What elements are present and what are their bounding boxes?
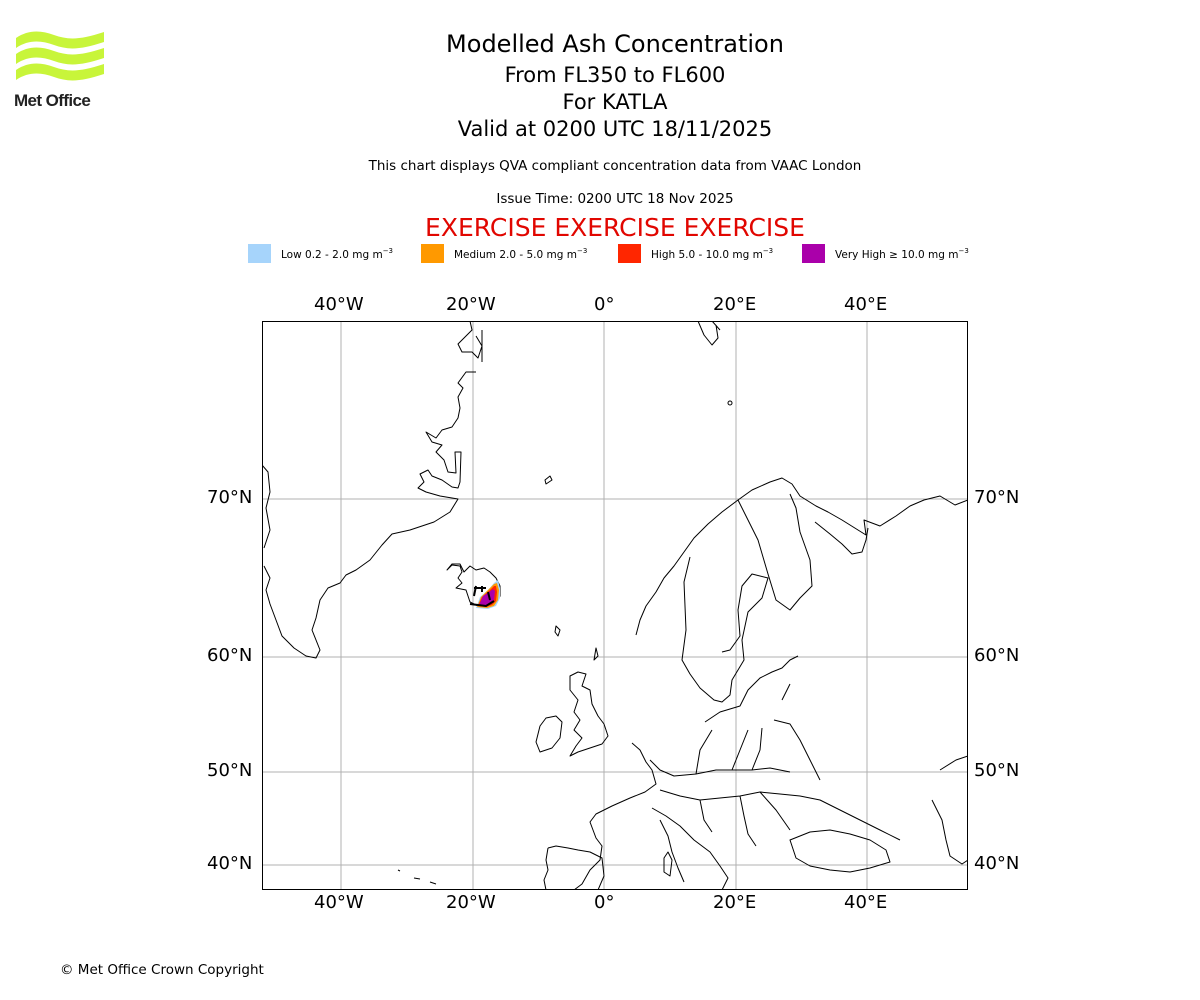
finland [737,493,813,611]
legend-label-low: Low 0.2 - 2.0 mg m−3 [281,246,394,261]
flight-level-range: From FL350 to FL600 [504,63,726,87]
map-frame [262,321,968,890]
lon-label-top-20w: 20°W [446,294,496,315]
lon-label-bottom-40w: 40°W [314,892,364,913]
chart-title: Modelled Ash Concentration [446,30,784,58]
lat-label-left-60n: 60°N [207,645,253,666]
country-borders [649,683,901,847]
lat-label-right-40n: 40°N [974,853,1020,874]
lon-label-top-40e: 40°E [844,294,888,315]
legend-label-very-high: Very High ≥ 10.0 mg m−3 [835,246,969,261]
baltic-coast [704,655,799,723]
coastlines-and-borders [262,321,968,890]
legend-label-high: High 5.0 - 10.0 mg m−3 [651,246,774,261]
greenland-west [262,464,271,549]
iceland-plume-boundary-lines [469,585,495,608]
lat-label-left-50n: 50°N [207,760,253,781]
legend-swatch-low [248,244,271,263]
lon-label-bottom-40e: 40°E [844,892,888,913]
lat-label-right-70n: 70°N [974,487,1020,508]
lon-label-top-40w: 40°W [314,294,364,315]
lat-label-left-40n: 40°N [207,853,253,874]
lon-label-bottom-0: 0° [594,892,615,913]
issue-time: Issue Time: 0200 UTC 18 Nov 2025 [496,191,734,207]
lat-label-left-70n: 70°N [207,487,253,508]
black-sea-coast [789,829,891,873]
met-office-logo: Met Office [14,30,106,110]
data-source-note: This chart displays QVA compliant concen… [368,158,862,174]
europe-west-coast [573,742,657,890]
legend-swatch-very-high [802,244,825,263]
greenland-coast [263,321,483,659]
great-britain-coast [569,671,609,757]
legend-swatch-medium [421,244,444,263]
lon-label-top-20e: 20°E [713,294,757,315]
finland-sweden-outline [681,556,769,703]
norway-sweden-coast [635,477,968,636]
logo-text: Met Office [14,91,91,110]
met-office-wave-icon [16,31,104,81]
legend-item-medium: Medium 2.0 - 5.0 mg m−3 [421,244,587,263]
legend-item-high: High 5.0 - 10.0 mg m−3 [618,244,773,263]
lon-label-bottom-20e: 20°E [713,892,757,913]
legend-item-low: Low 0.2 - 2.0 mg m−3 [248,244,393,263]
copyright-notice: © Met Office Crown Copyright [60,962,264,978]
volcano-name: For KATLA [562,90,668,114]
exercise-banner: EXERCISE EXERCISE EXERCISE [425,213,805,242]
lon-label-top-0: 0° [594,294,615,315]
lat-label-right-50n: 50°N [974,760,1020,781]
lon-label-bottom-20w: 20°W [446,892,496,913]
caspian-coast [931,755,968,865]
russia-kola [814,521,869,555]
legend-item-very-high: Very High ≥ 10.0 mg m−3 [802,244,969,263]
italy-coast [651,807,729,890]
graticule [262,321,968,890]
ireland-coast [535,715,563,753]
iberia-coast [543,845,605,890]
legend-swatch-high [618,244,641,263]
valid-time: Valid at 0200 UTC 18/11/2025 [457,117,773,141]
legend-label-medium: Medium 2.0 - 5.0 mg m−3 [454,246,588,261]
lat-label-right-60n: 60°N [974,645,1020,666]
